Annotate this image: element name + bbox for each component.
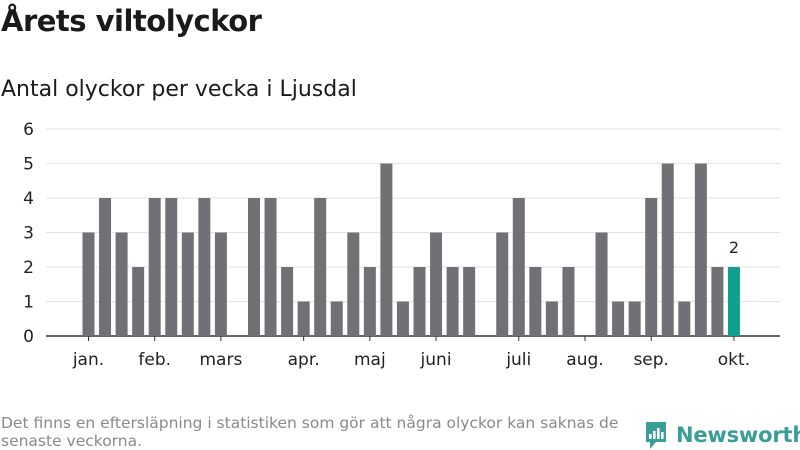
bar — [248, 198, 260, 336]
bar — [281, 267, 294, 336]
x-tick-label: feb. — [138, 350, 171, 370]
x-tick-label: sep. — [633, 350, 669, 370]
bar — [711, 267, 724, 336]
bar — [661, 163, 674, 336]
bar — [82, 232, 95, 336]
bar — [297, 301, 310, 336]
bar — [396, 301, 409, 336]
bar — [330, 301, 343, 336]
bar — [181, 232, 194, 336]
y-tick-label: 1 — [23, 293, 34, 313]
bar — [363, 267, 376, 336]
bar — [148, 198, 161, 336]
bar — [545, 301, 558, 336]
y-tick-label: 5 — [23, 155, 34, 175]
bar — [413, 267, 426, 336]
x-tick-label: maj — [354, 350, 386, 370]
bar — [612, 301, 625, 336]
bar — [529, 267, 542, 336]
x-tick-label: jan. — [72, 350, 104, 370]
bar — [165, 198, 178, 336]
brand-logo[interactable]: Newsworthy — [644, 420, 800, 450]
chart-title: Årets viltolyckor — [1, 4, 262, 38]
bar — [496, 232, 509, 336]
bar — [264, 198, 277, 336]
x-tick-label: juli — [505, 350, 531, 370]
y-tick-label: 6 — [23, 120, 34, 140]
x-tick-label: okt. — [718, 350, 750, 370]
y-tick-label: 3 — [23, 224, 34, 244]
bar-highlight — [727, 267, 740, 336]
y-tick-label: 2 — [23, 258, 34, 278]
y-tick-label: 4 — [23, 189, 34, 209]
newsworthy-logo-icon — [646, 422, 666, 449]
bar-chart: 0 1 2 3 4 5 6 2 jan. feb. mars apr. maj juni juli aug… — [23, 120, 780, 370]
x-axis-ticks: jan. feb. mars apr. maj juni juli aug. sep. okt. — [72, 336, 750, 370]
bar — [430, 232, 443, 336]
x-tick-label: apr. — [288, 350, 320, 370]
bar — [694, 163, 707, 336]
bar — [463, 267, 476, 336]
bar — [314, 198, 327, 336]
bars — [82, 163, 740, 336]
bar — [446, 267, 459, 336]
y-axis-ticks: 0 1 2 3 4 5 6 — [23, 120, 34, 347]
footnote: Det finns en eftersläpning i statistiken… — [1, 414, 619, 450]
x-tick-label: mars — [199, 350, 242, 370]
bar — [198, 198, 211, 336]
bar — [380, 163, 393, 336]
bar — [645, 198, 658, 336]
bar — [678, 301, 691, 336]
y-tick-label: 0 — [23, 327, 34, 347]
x-tick-label: juni — [420, 350, 452, 370]
bar — [132, 267, 145, 336]
chart-subtitle: Antal olyckor per vecka i Ljusdal — [1, 77, 357, 102]
bar — [512, 198, 525, 336]
bar — [562, 267, 575, 336]
bar — [115, 232, 128, 336]
bar — [628, 301, 641, 336]
brand-name: Newsworthy — [676, 423, 800, 447]
data-label: 2 — [729, 238, 739, 257]
bar — [347, 232, 360, 336]
bar — [595, 232, 608, 336]
bar — [214, 232, 227, 336]
x-tick-label: aug. — [566, 350, 603, 370]
data-labels: 2 — [729, 238, 739, 257]
bar — [99, 198, 112, 336]
